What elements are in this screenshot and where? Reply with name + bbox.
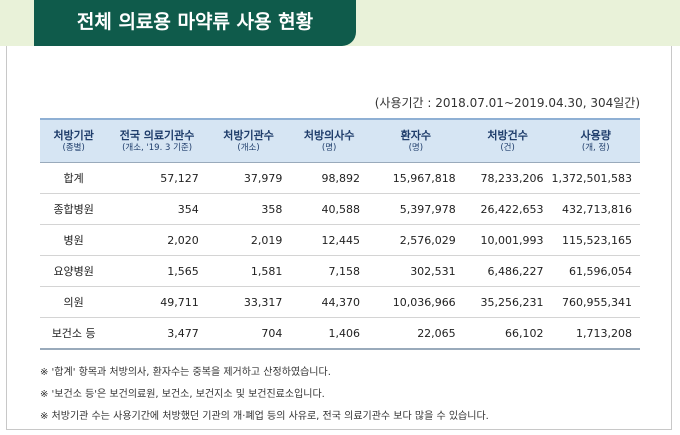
table-row: 병원 2,020 2,019 12,445 2,576,029 10,001,993 115…	[40, 224, 640, 256]
period-note: (사용기간 : 2018.07.01~2019.04.30, 304일간)	[374, 96, 640, 110]
cell: 358	[206, 193, 291, 225]
cell: 10,001,993	[463, 224, 552, 256]
cell: 40,588	[290, 193, 368, 225]
table-row: 요양병원 1,565 1,581 7,158 302,531 6,486,227 61,59…	[40, 255, 640, 287]
cell: 704	[206, 317, 291, 350]
row-label: 의원	[40, 286, 108, 318]
cell: 760,955,341	[551, 286, 640, 318]
header-text: 전국 의료기관수	[119, 128, 195, 142]
header-cell: 환자수 (명)	[367, 118, 464, 163]
header-text: 처방기관	[53, 128, 94, 142]
header-text: 사용량	[580, 128, 611, 142]
row-label: 합계	[40, 162, 108, 194]
header-text: 환자수	[400, 128, 432, 142]
frame	[6, 0, 672, 430]
cell: 432,713,816	[551, 193, 640, 225]
header-cell: 처방기관 (종별)	[40, 118, 108, 163]
cell: 1,406	[290, 317, 368, 350]
row-label: 요양병원	[40, 255, 108, 287]
cell: 44,370	[290, 286, 368, 318]
header-cell: 사용량 (개, 정)	[551, 118, 640, 163]
header-unit: (명)	[321, 142, 337, 153]
header-row: 처방기관 (종별) 전국 의료기관수 (개소, '19. 3 기준) 처방기관수 (개소)…	[40, 118, 640, 163]
row-label: 종합병원	[40, 193, 108, 225]
header-unit: (개소, '19. 3 기준)	[122, 142, 193, 153]
cell: 6,486,227	[463, 255, 552, 287]
header-unit: (명)	[408, 142, 424, 153]
cell: 2,020	[107, 224, 207, 256]
cell: 354	[107, 193, 207, 225]
table-row: 보건소 등 3,477 704 1,406 22,065 66,102 1,713,208	[40, 317, 640, 350]
header-cell: 처방기관수 (개소)	[206, 118, 291, 163]
cell: 10,036,966	[367, 286, 464, 318]
table-row: 합계 57,127 37,979 98,892 15,967,818 78,233,206…	[40, 162, 640, 194]
header-cell: 전국 의료기관수 (개소, '19. 3 기준)	[107, 118, 207, 163]
cell: 49,711	[107, 286, 207, 318]
cell: 98,892	[290, 162, 368, 194]
notes: ※ '합계' 항목과 처방의사, 환자수는 중복을 제거하고 산정하였습니다. ※…	[40, 362, 489, 428]
cell: 1,581	[206, 255, 291, 287]
cell: 7,158	[290, 255, 368, 287]
cell: 1,565	[107, 255, 207, 287]
header-text: 처방기관수	[223, 128, 274, 142]
cell: 115,523,165	[551, 224, 640, 256]
cell: 1,372,501,583	[551, 162, 640, 194]
cell: 3,477	[107, 317, 207, 350]
cell: 2,019	[206, 224, 291, 256]
header-unit: (개, 정)	[581, 142, 610, 153]
title: 전체 의료용 마약류 사용 현황	[34, 0, 356, 46]
header-unit: (건)	[500, 142, 515, 153]
usage-table: 처방기관 (종별) 전국 의료기관수 (개소, '19. 3 기준) 처방기관수 (개소)…	[40, 118, 640, 350]
cell: 61,596,054	[551, 255, 640, 287]
cell: 35,256,231	[463, 286, 552, 318]
cell: 5,397,978	[367, 193, 464, 225]
note: ※ '보건소 등'은 보건의료원, 보건소, 보건지소 및 보건진료소입니다.	[40, 389, 325, 400]
row-label: 보건소 등	[40, 317, 108, 350]
cell: 15,967,818	[367, 162, 464, 194]
cell: 66,102	[463, 317, 552, 350]
row-label: 병원	[40, 224, 108, 256]
cell: 2,576,029	[367, 224, 464, 256]
cell: 37,979	[206, 162, 291, 194]
cell: 12,445	[290, 224, 368, 256]
header-text: 처방의사수	[303, 128, 355, 142]
table-row: 의원 49,711 33,317 44,370 10,036,966 35,256,231…	[40, 286, 640, 318]
header-unit: (개소)	[237, 142, 260, 153]
cell: 78,233,206	[463, 162, 552, 194]
cell: 26,422,653	[463, 193, 552, 225]
cell: 302,531	[367, 255, 464, 287]
header-text: 처방건수	[487, 128, 528, 142]
cell: 22,065	[367, 317, 464, 350]
cell: 33,317	[206, 286, 291, 318]
header-unit: (종별)	[62, 142, 85, 153]
cell: 1,713,208	[551, 317, 640, 350]
header-cell: 처방건수 (건)	[463, 118, 552, 163]
note: ※ '합계' 항목과 처방의사, 환자수는 중복을 제거하고 산정하였습니다.	[40, 367, 331, 378]
cell: 57,127	[107, 162, 207, 194]
note: ※ 처방기관 수는 사용기간에 처방했던 기관의 개·폐업 등의 사유로, 전국…	[40, 411, 489, 422]
table-row: 종합병원 354 358 40,588 5,397,978 26,422,653 432,7…	[40, 193, 640, 225]
header-cell: 처방의사수 (명)	[290, 118, 368, 163]
